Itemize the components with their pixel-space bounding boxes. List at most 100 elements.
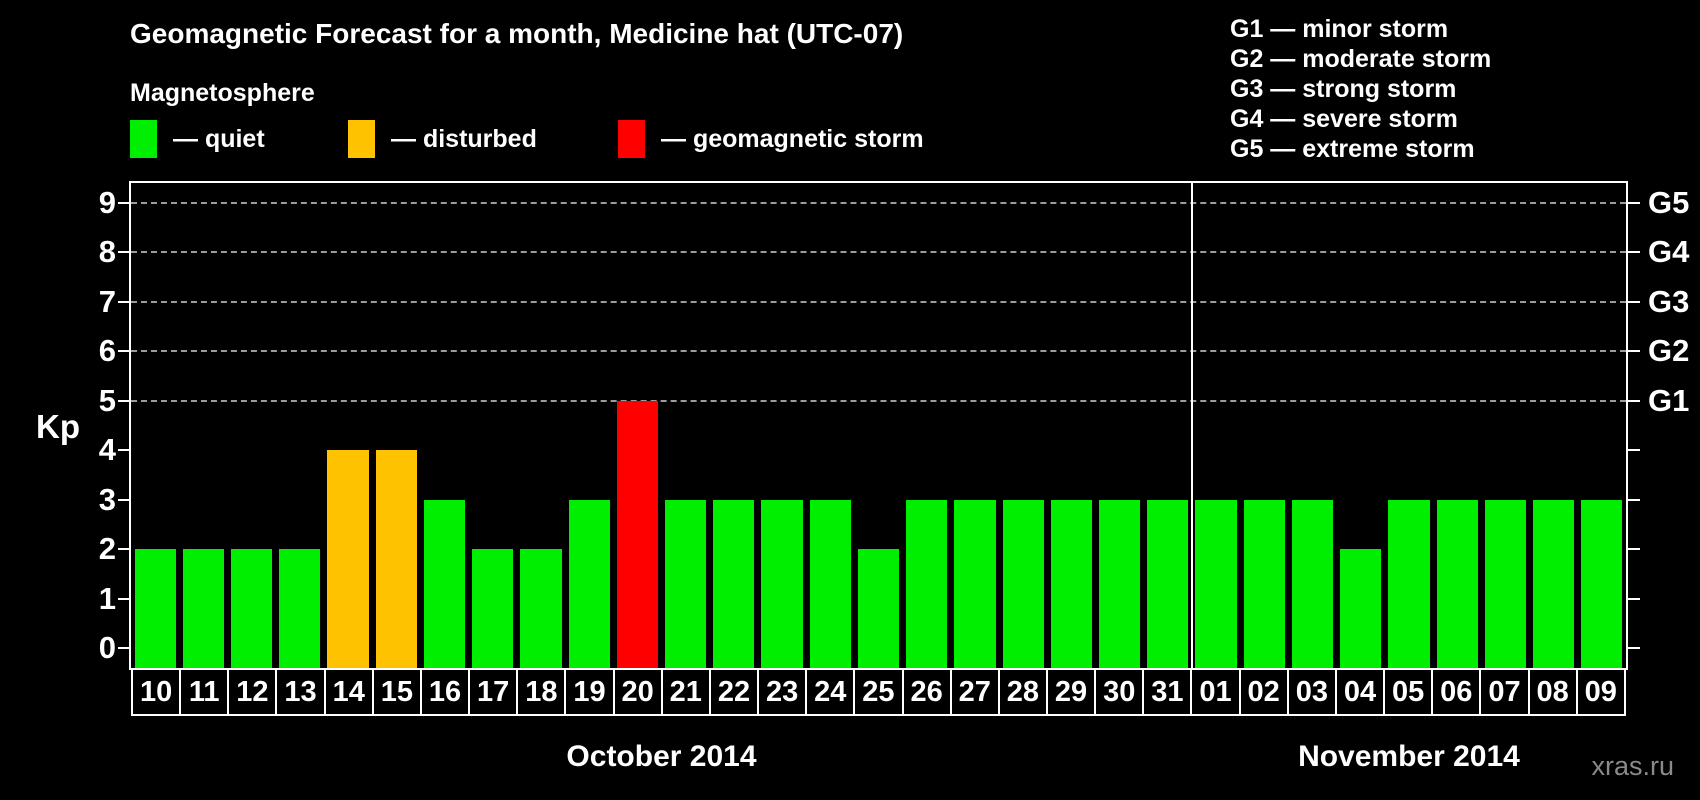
gridline-kp-8 bbox=[131, 251, 1626, 253]
left-tick-kp-0 bbox=[118, 647, 130, 649]
right-tick-kp-1 bbox=[1628, 597, 1640, 600]
bar-day-29 bbox=[1050, 499, 1092, 668]
x-label-day-12: 12 bbox=[227, 668, 278, 716]
bar-day-14 bbox=[327, 450, 369, 668]
bar-day-21 bbox=[664, 499, 707, 668]
bar-day-26 bbox=[906, 499, 948, 668]
legend-item-storm: — geomagnetic storm bbox=[618, 120, 924, 158]
left-tick-kp-7 bbox=[118, 300, 130, 303]
x-label-day-01: 01 bbox=[1190, 668, 1241, 716]
bar-day-17 bbox=[472, 549, 514, 668]
bar-day-10 bbox=[134, 549, 176, 668]
left-tick-kp-3 bbox=[118, 498, 130, 501]
g-scale-line-g2: G2 — moderate storm bbox=[1230, 45, 1492, 73]
bar-day-18 bbox=[520, 549, 562, 668]
y-tick-label-9: 9 bbox=[98, 184, 116, 220]
bar-day-31 bbox=[1147, 499, 1189, 668]
g-tick-label-g4: G4 bbox=[1648, 234, 1690, 269]
left-tick-kp-9 bbox=[118, 201, 130, 204]
quiet-color-swatch bbox=[130, 120, 157, 158]
x-label-day-13: 13 bbox=[275, 668, 326, 716]
y-tick-label-2: 2 bbox=[98, 531, 116, 566]
x-label-day-09: 09 bbox=[1575, 668, 1626, 716]
x-label-day-17: 17 bbox=[468, 668, 519, 716]
bar-day-23 bbox=[761, 499, 803, 668]
bar-day-20 bbox=[616, 400, 658, 668]
left-tick-kp-5 bbox=[118, 399, 130, 402]
chart-subtitle: Magnetosphere bbox=[130, 79, 315, 107]
y-tick-label-1: 1 bbox=[98, 580, 116, 616]
bar-day-13 bbox=[279, 549, 321, 668]
right-tick-kp-8 bbox=[1628, 251, 1640, 253]
chart-title: Geomagnetic Forecast for a month, Medici… bbox=[130, 18, 904, 49]
x-label-day-11: 11 bbox=[179, 668, 230, 716]
y-tick-label-5: 5 bbox=[98, 382, 116, 418]
legend-item-quiet: — quiet bbox=[130, 120, 265, 158]
x-label-day-28: 28 bbox=[997, 668, 1048, 716]
bar-day-06 bbox=[1436, 499, 1478, 668]
x-label-day-24: 24 bbox=[805, 668, 856, 716]
x-label-day-19: 19 bbox=[564, 668, 615, 716]
g-scale-line-g5: G5 — extreme storm bbox=[1230, 135, 1475, 163]
x-label-day-10: 10 bbox=[131, 668, 182, 716]
x-label-day-31: 31 bbox=[1142, 668, 1193, 716]
legend-item-disturbed: — disturbed bbox=[348, 120, 537, 158]
x-label-day-15: 15 bbox=[371, 668, 422, 716]
bar-day-01 bbox=[1195, 499, 1237, 668]
g-tick-label-g2: G2 bbox=[1648, 333, 1690, 368]
gridline-kp-7 bbox=[131, 300, 1626, 303]
x-label-day-21: 21 bbox=[660, 668, 711, 716]
month-label-october: October 2014 bbox=[566, 740, 757, 773]
g-tick-label-g1: G1 bbox=[1648, 382, 1690, 418]
x-label-day-18: 18 bbox=[516, 668, 567, 716]
bar-day-04 bbox=[1340, 549, 1382, 668]
right-tick-kp-6 bbox=[1628, 350, 1640, 352]
bar-day-16 bbox=[423, 499, 466, 668]
g-tick-label-g3: G3 bbox=[1648, 283, 1690, 319]
g-scale-line-g3: G3 — strong storm bbox=[1230, 75, 1457, 103]
gridline-kp-6 bbox=[131, 350, 1626, 352]
g-scale-line-g1: G1 — minor storm bbox=[1230, 15, 1449, 43]
right-tick-kp-3 bbox=[1628, 498, 1640, 501]
x-label-day-07: 07 bbox=[1479, 668, 1530, 716]
g-tick-label-g5: G5 bbox=[1648, 184, 1690, 220]
left-tick-kp-2 bbox=[118, 548, 130, 550]
y-tick-label-3: 3 bbox=[98, 481, 116, 517]
x-label-day-02: 02 bbox=[1238, 668, 1289, 716]
bar-day-15 bbox=[375, 450, 417, 668]
right-tick-kp-9 bbox=[1628, 201, 1640, 204]
x-label-day-16: 16 bbox=[419, 668, 471, 716]
bar-day-27 bbox=[954, 499, 996, 668]
left-tick-kp-4 bbox=[118, 449, 130, 451]
x-axis-day-labels: 10 11 12 13 14 15 16 17 18 19 20 21 22 23 24 25 26 27 28 29… bbox=[131, 668, 1626, 716]
y-axis-title: Kp bbox=[36, 408, 80, 445]
x-label-day-06: 06 bbox=[1431, 668, 1482, 716]
x-label-day-27: 27 bbox=[949, 668, 1000, 716]
bar-day-11 bbox=[182, 549, 224, 668]
x-label-day-30: 30 bbox=[1094, 668, 1145, 716]
bar-day-03 bbox=[1291, 499, 1334, 668]
bar-day-19 bbox=[568, 499, 610, 668]
plot-area bbox=[131, 183, 1626, 668]
y-tick-label-4: 4 bbox=[98, 432, 116, 467]
g-scale-legend: G1 — minor storm G2 — moderate storm G3 … bbox=[1230, 14, 1491, 164]
legend-label-storm: — geomagnetic storm bbox=[661, 124, 924, 153]
bar-day-12 bbox=[230, 549, 273, 668]
month-separator-line bbox=[1190, 183, 1193, 668]
month-label-november: November 2014 bbox=[1298, 740, 1520, 773]
right-tick-kp-7 bbox=[1628, 300, 1640, 303]
x-label-day-23: 23 bbox=[757, 668, 808, 716]
x-label-day-26: 26 bbox=[901, 668, 952, 716]
left-tick-kp-6 bbox=[118, 350, 130, 352]
bar-day-22 bbox=[713, 499, 755, 668]
bar-day-07 bbox=[1484, 499, 1527, 668]
bar-day-09 bbox=[1581, 499, 1623, 668]
x-label-day-08: 08 bbox=[1527, 668, 1578, 716]
x-label-day-29: 29 bbox=[1045, 668, 1097, 716]
x-label-day-05: 05 bbox=[1383, 668, 1434, 716]
gridline-kp-5 bbox=[131, 399, 1626, 402]
right-tick-kp-2 bbox=[1628, 548, 1640, 550]
g-scale-line-g4: G4 — severe storm bbox=[1230, 105, 1458, 133]
y-tick-label-0: 0 bbox=[98, 630, 116, 665]
